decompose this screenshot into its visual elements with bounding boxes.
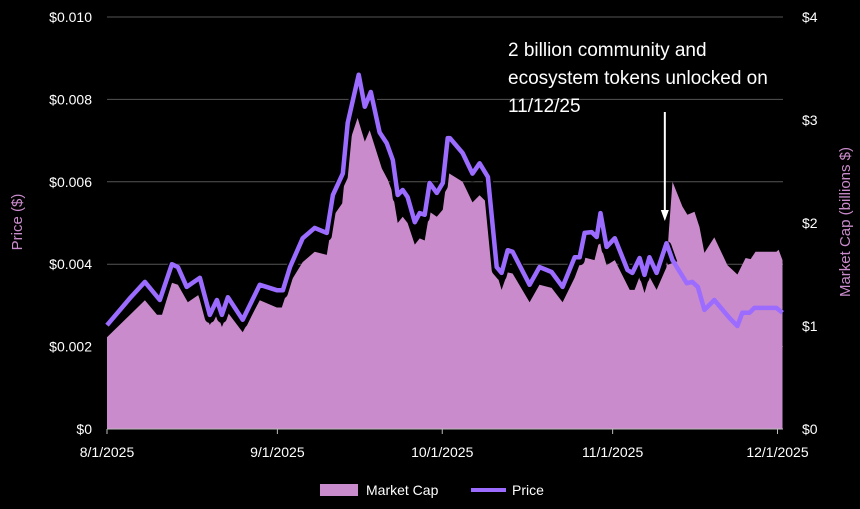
x-tick-label: 9/1/2025 <box>250 444 305 460</box>
legend-label-market-cap: Market Cap <box>366 482 439 498</box>
price-line <box>105 72 784 329</box>
right-axis-ticks: $0 $1 $2 $3 $4 <box>802 9 818 437</box>
right-tick-label: $2 <box>802 215 818 231</box>
right-tick-label: $1 <box>802 318 818 334</box>
x-axis-ticks: 8/1/2025 9/1/2025 10/1/2025 11/1/2025 12/1/2… <box>80 429 809 460</box>
annotation-line-3: 11/12/25 <box>508 96 581 117</box>
left-tick-label: $0.006 <box>49 174 92 190</box>
left-tick-label: $0.004 <box>49 256 92 272</box>
left-axis-ticks: $0 $0.002 $0.004 $0.006 $0.008 $0.010 <box>49 9 92 437</box>
right-tick-label: $3 <box>802 112 818 128</box>
legend: Market Cap Price <box>320 482 544 498</box>
left-tick-label: $0.010 <box>49 9 92 25</box>
annotation-arrow-head <box>660 210 669 221</box>
annotation-line-1: 2 billion community and <box>508 40 707 61</box>
right-tick-label: $0 <box>802 421 818 437</box>
x-tick-label: 10/1/2025 <box>411 444 473 460</box>
annotation: 2 billion community and ecosystem tokens… <box>508 40 768 221</box>
legend-swatch-market-cap <box>320 484 358 496</box>
left-tick-label: $0.002 <box>49 339 92 355</box>
legend-label-price: Price <box>512 482 544 498</box>
annotation-line-2: ecosystem tokens unlocked on <box>508 68 768 89</box>
right-tick-label: $4 <box>802 9 818 25</box>
x-tick-label: 11/1/2025 <box>582 444 643 460</box>
x-tick-label: 8/1/2025 <box>80 444 135 460</box>
market-cap-area <box>107 117 783 430</box>
left-tick-label: $0 <box>76 421 92 437</box>
left-tick-label: $0.008 <box>49 91 92 107</box>
right-axis-label: Market Cap (billions $) <box>837 147 854 297</box>
left-axis-label: Price ($) <box>9 194 26 251</box>
x-tick-label: 12/1/2025 <box>746 444 808 460</box>
